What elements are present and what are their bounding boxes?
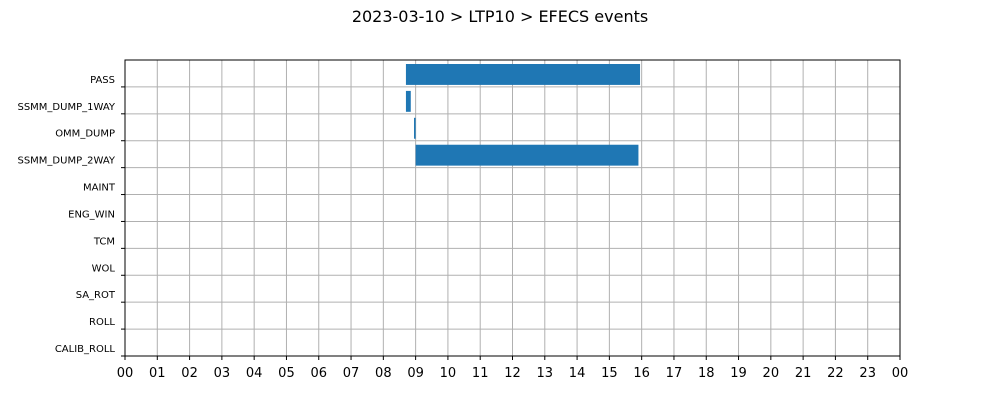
- x-tick-label: 10: [440, 366, 457, 381]
- x-tick-label: 20: [763, 366, 780, 381]
- x-tick-label: 07: [343, 366, 360, 381]
- x-tick-label: 02: [181, 366, 198, 381]
- event-bar-ssmm-dump-1way: [405, 90, 411, 112]
- y-tick-label-maint: MAINT: [83, 183, 116, 194]
- y-tick-label-roll: ROLL: [89, 317, 115, 328]
- x-tick-label: 04: [246, 366, 263, 381]
- grid-lines: [125, 60, 900, 356]
- x-tick-label: 14: [569, 366, 586, 381]
- x-tick-label: 22: [827, 366, 844, 381]
- y-tick-label-sa-rot: SA_ROT: [76, 290, 116, 301]
- y-tick-label-ssmm-dump-2way: SSMM_DUMP_2WAY: [17, 156, 115, 167]
- x-tick-label: 12: [504, 366, 521, 381]
- x-tick-label: 11: [472, 366, 489, 381]
- x-tick-label: 21: [795, 366, 812, 381]
- y-tick-label-pass: PASS: [90, 75, 115, 86]
- y-axis-ticks: PASS SSMM_DUMP_1WAY OMM_DUMP SSMM_DUMP_2WAY…: [17, 75, 125, 357]
- x-tick-label: 17: [666, 366, 683, 381]
- y-tick-label-omm-dump: OMM_DUMP: [55, 129, 115, 140]
- x-tick-label: 01: [149, 366, 166, 381]
- event-bar-ssmm-dump-2way: [415, 144, 639, 166]
- event-bar-pass: [405, 64, 641, 85]
- x-tick-label: 00: [117, 366, 134, 381]
- x-tick-label: 13: [537, 366, 554, 381]
- x-tick-label: 08: [375, 366, 392, 381]
- x-tick-label: 16: [633, 366, 650, 381]
- y-tick-label-tcm: TCM: [93, 236, 115, 247]
- event-bar-omm-dump: [414, 117, 416, 139]
- event-bars: [405, 64, 641, 166]
- y-tick-label-calib-roll: CALIB_ROLL: [55, 344, 116, 355]
- y-tick-label-ssmm-dump-1way: SSMM_DUMP_1WAY: [17, 102, 115, 113]
- y-tick-label-eng-win: ENG_WIN: [68, 209, 115, 220]
- x-tick-label: 06: [310, 366, 327, 381]
- x-tick-label: 09: [407, 366, 424, 381]
- x-axis-ticks: 00 01 02 03 04 05 06 07 08 09 10 11 12 13 14 15 16 17 18 19…: [117, 356, 909, 381]
- x-tick-label: 19: [730, 366, 747, 381]
- x-tick-label: 23: [859, 366, 876, 381]
- x-tick-label: 05: [278, 366, 295, 381]
- x-tick-label: 00: [892, 366, 909, 381]
- x-tick-label: 03: [214, 366, 231, 381]
- x-tick-label: 15: [601, 366, 618, 381]
- chart-title: 2023-03-10 > LTP10 > EFECS events: [352, 7, 648, 26]
- y-tick-label-wol: WOL: [92, 263, 116, 274]
- x-tick-label: 18: [698, 366, 715, 381]
